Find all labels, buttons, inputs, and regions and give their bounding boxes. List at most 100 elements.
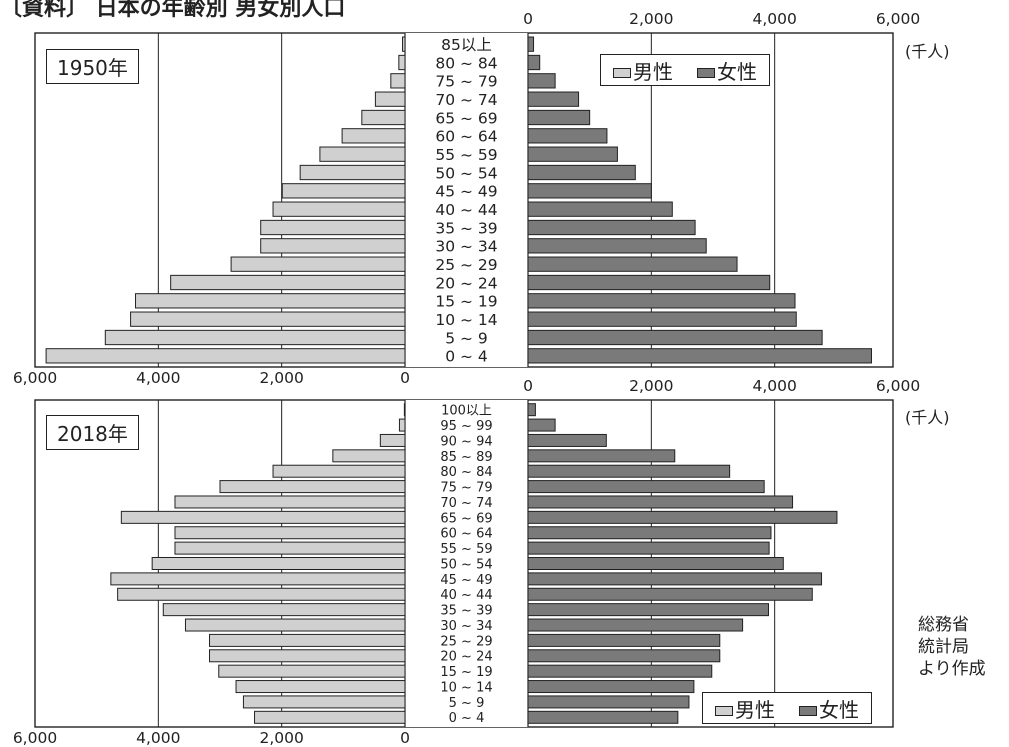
y2018-female-bar	[527, 464, 731, 478]
y2018-age-label: 90 ~ 94	[440, 434, 492, 449]
y2018-age-label: 0 ~ 4	[449, 711, 485, 726]
y2018-male-bar	[332, 449, 406, 463]
y2018-age-label: 85 ~ 89	[440, 450, 492, 465]
y2018-female-bar	[527, 572, 823, 586]
y2018-age-label: 100以上	[441, 404, 492, 419]
legend-male-label: 男性	[735, 697, 775, 722]
y1950-female-bar	[527, 329, 823, 346]
y2018-male-bar	[398, 418, 406, 432]
y2018-male-bar	[272, 464, 406, 478]
y1950-female-bar	[527, 146, 618, 162]
y2018-male-bar	[254, 710, 406, 724]
female-swatch-icon	[697, 68, 715, 78]
y2018-age-label: 95 ~ 99	[440, 419, 492, 434]
y1950-female-bar	[527, 109, 591, 126]
y2018-age-label: 15 ~ 19	[440, 665, 492, 680]
y1950-female-tick-label: 0	[523, 10, 533, 28]
y2018-age-label: 5 ~ 9	[449, 696, 485, 711]
y2018-male-tick-label: 2,000	[259, 729, 303, 747]
y1950-age-label: 85以上	[441, 36, 492, 54]
y2018-male-bar	[151, 557, 406, 570]
y2018-age-label: 55 ~ 59	[440, 542, 492, 557]
chart-1950-title: 1950年	[46, 49, 139, 84]
legend-female-label: 女性	[819, 697, 859, 722]
y1950-age-label: 25 ~ 29	[435, 256, 497, 274]
y2018-male-bar	[117, 587, 406, 601]
y2018-age-label: 80 ~ 84	[440, 465, 492, 480]
y2018-female-bar	[527, 541, 770, 555]
y1950-age-label: 50 ~ 54	[435, 164, 497, 182]
y1950-female-bar	[527, 256, 738, 272]
y1950-age-column	[405, 33, 528, 367]
y1950-age-label: 70 ~ 74	[435, 91, 497, 109]
y2018-male-bar	[403, 403, 406, 417]
chart-2018-title: 2018年	[46, 415, 139, 450]
y2018-age-label: 30 ~ 34	[440, 619, 492, 634]
y1950-age-label: 35 ~ 39	[435, 219, 497, 237]
y2018-age-label: 45 ~ 49	[440, 573, 492, 588]
y1950-female-bar	[527, 238, 707, 254]
legend-item-female: 女性	[799, 694, 859, 723]
y1950-female-bar	[527, 201, 673, 217]
y1950-male-bar	[272, 201, 406, 217]
y2018-female-tick-label: 2,000	[629, 377, 673, 395]
y2018-age-label: 50 ~ 54	[440, 557, 492, 572]
y1950-male-bar	[130, 311, 406, 327]
legend-item-male: 男性	[613, 56, 673, 85]
y1950-female-bar	[527, 36, 535, 52]
y1950-female-bar	[527, 73, 556, 89]
y1950-female-bar	[527, 293, 796, 309]
y2018-female-bar	[527, 710, 679, 724]
y2018-female-bar	[527, 618, 744, 632]
legend-2018: 男性 女性	[702, 692, 872, 724]
y1950-female-tick-label: 6,000	[876, 10, 920, 28]
y1950-female-bar	[527, 183, 652, 199]
y1950-age-label: 75 ~ 79	[435, 73, 497, 91]
y1950-male-bar	[319, 146, 406, 162]
y2018-female-bar	[527, 649, 721, 663]
y2018-female-bar	[527, 603, 769, 617]
y1950-female-bar	[527, 164, 636, 181]
female-swatch-icon	[799, 706, 817, 716]
y1950-male-tick-label: 0	[400, 369, 410, 387]
y1950-male-bar	[390, 73, 406, 89]
y2018-age-label: 10 ~ 14	[440, 680, 492, 695]
y2018-age-label: 20 ~ 24	[440, 650, 492, 665]
y1950-female-bar	[527, 54, 541, 71]
y1950-male-bar	[374, 91, 406, 107]
y2018-male-tick-label: 4,000	[136, 729, 180, 747]
page-title: 〔資料〕 日本の年齢別 男女別人口	[0, 0, 346, 21]
male-swatch-icon	[715, 706, 733, 716]
source-line-2: 統計局	[918, 637, 969, 657]
y2018-male-bar	[162, 603, 406, 617]
y1950-male-bar	[170, 274, 406, 291]
y2018-age-label: 25 ~ 29	[440, 634, 492, 649]
y2018-female-bar	[527, 495, 794, 509]
y2018-female-bar	[527, 557, 784, 570]
source-line-1: 総務省	[918, 615, 969, 635]
y2018-female-bar	[527, 633, 721, 647]
y1950-male-bar	[299, 164, 406, 181]
y2018-female-bar	[527, 695, 690, 709]
y2018-male-bar	[209, 633, 406, 647]
y2018-male-bar	[184, 618, 406, 632]
y1950-age-label: 20 ~ 24	[435, 274, 497, 292]
y2018-female-bar	[527, 433, 607, 447]
legend-item-female: 女性	[697, 56, 757, 85]
y1950-age-label: 5 ~ 9	[445, 329, 488, 347]
legend-item-male: 男性	[715, 694, 775, 723]
y1950-female-bar	[527, 311, 797, 327]
y2018-male-bar	[174, 526, 406, 540]
y1950-female-bar	[527, 128, 608, 144]
y2018-female-tick-label: 6,000	[876, 377, 920, 395]
legend-female-label: 女性	[717, 59, 757, 84]
y1950-male-bar	[402, 36, 406, 52]
y2018-male-bar	[174, 495, 406, 509]
male-swatch-icon	[613, 68, 631, 78]
y2018-male-bar	[235, 680, 406, 694]
legend-male-label: 男性	[633, 59, 673, 84]
y1950-male-bar	[281, 183, 406, 199]
y1950-age-label: 0 ~ 4	[445, 348, 488, 366]
y2018-female-bar	[527, 510, 838, 524]
